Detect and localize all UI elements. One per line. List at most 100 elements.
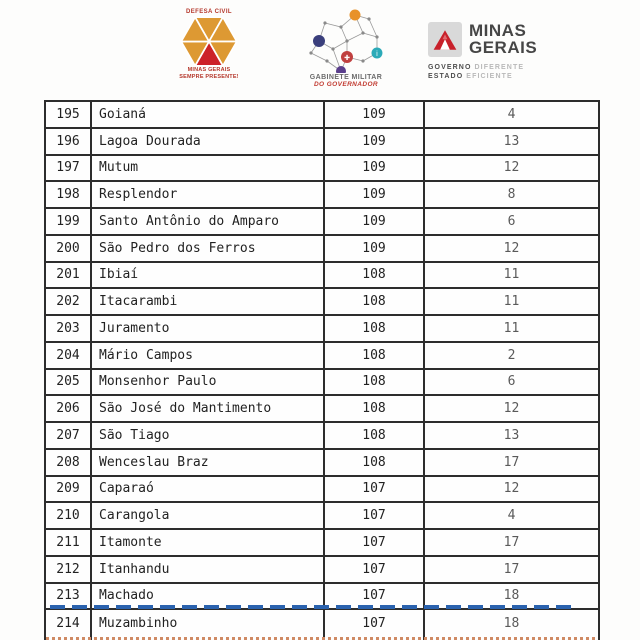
table-row: 200 São Pedro dos Ferros 109 12 xyxy=(46,235,598,263)
municipality-cell: Mário Campos xyxy=(92,342,325,368)
svg-text:✚: ✚ xyxy=(344,54,350,62)
table-row: 201 Ibiaí 108 11 xyxy=(46,262,598,290)
rank-cell: 197 xyxy=(46,155,92,181)
table-row: 199 Santo Antônio do Amparo 109 6 xyxy=(46,209,598,236)
table-row: 202 Itacarambi 108 11 xyxy=(46,289,598,316)
defesa-civil-title: DEFESA CIVIL xyxy=(186,9,232,15)
rank-cell: 202 xyxy=(46,289,92,314)
value1-cell: 107 xyxy=(325,503,425,528)
table-row: 204 Mário Campos 108 2 xyxy=(46,342,598,370)
rank-cell: 208 xyxy=(46,449,92,475)
value1-cell: 108 xyxy=(325,262,425,288)
table-row: 214 Muzambinho 107 18 xyxy=(46,610,598,637)
value1-cell: 108 xyxy=(325,289,425,314)
value2-cell: 12 xyxy=(503,401,520,417)
municipality-cell: Ibiaí xyxy=(92,262,325,288)
table-row: 198 Resplendor 109 8 xyxy=(46,182,598,209)
minas-gerais-name-1: MINAS xyxy=(469,21,527,40)
municipality-cell: Wenceslau Braz xyxy=(92,449,325,475)
value1-cell: 109 xyxy=(325,155,425,181)
value2-cell: 18 xyxy=(503,588,520,604)
minas-gerais-logo: MINAS GERAIS GOVERNO DIFERENTE ESTADO EF… xyxy=(428,22,558,81)
municipality-cell: Lagoa Dourada xyxy=(92,128,325,154)
defesa-civil-hexagon-icon xyxy=(180,16,238,67)
value2-cell: 11 xyxy=(503,267,520,283)
value2-cell: 11 xyxy=(503,320,520,336)
value1-cell: 107 xyxy=(325,530,425,555)
network-icon: ✚ i xyxy=(309,9,383,73)
rank-cell: 196 xyxy=(46,128,92,154)
rank-cell: 203 xyxy=(46,316,92,341)
value2-cell: 17 xyxy=(503,561,520,577)
value2-cell: 2 xyxy=(507,347,516,363)
municipality-cell: Caparaó xyxy=(92,476,325,502)
municipality-cell: São Tiago xyxy=(92,423,325,448)
rank-cell: 205 xyxy=(46,369,92,395)
value2-cell: 18 xyxy=(503,616,520,632)
rank-cell: 198 xyxy=(46,182,92,207)
rank-cell: 212 xyxy=(46,556,92,582)
municipality-cell: Itamonte xyxy=(92,530,325,555)
municipality-cell: Itacarambi xyxy=(92,289,325,314)
value2-cell: 12 xyxy=(503,481,520,497)
municipality-cell: São José do Mantimento xyxy=(92,396,325,421)
value2-cell: 8 xyxy=(507,187,516,203)
rank-cell: 206 xyxy=(46,396,92,421)
table-row: 212 Itanhandu 107 17 xyxy=(46,556,598,584)
value1-cell: 109 xyxy=(325,235,425,261)
municipality-cell: Resplendor xyxy=(92,182,325,207)
defesa-civil-subtitle-1: MINAS GERAIS xyxy=(187,67,231,73)
value1-cell: 109 xyxy=(325,182,425,207)
blue-dashed-divider xyxy=(50,605,574,609)
municipality-cell: Itanhandu xyxy=(92,556,325,582)
value1-cell: 107 xyxy=(325,476,425,502)
table-row: 209 Caparaó 107 12 xyxy=(46,476,598,504)
table-row: 208 Wenceslau Braz 108 17 xyxy=(46,449,598,477)
minas-gerais-slogan-1: GOVERNO DIFERENTE xyxy=(428,64,525,71)
table-row: 207 São Tiago 108 13 xyxy=(46,423,598,450)
table-row: 210 Carangola 107 4 xyxy=(46,503,598,530)
value2-cell: 6 xyxy=(507,213,516,229)
rank-cell: 210 xyxy=(46,503,92,528)
municipality-cell: Machado xyxy=(92,583,325,609)
municipality-cell: Santo Antônio do Amparo xyxy=(92,209,325,234)
rank-cell: 207 xyxy=(46,423,92,448)
municipality-cell: São Pedro dos Ferros xyxy=(92,235,325,261)
table-row: 211 Itamonte 107 17 xyxy=(46,530,598,557)
value2-cell: 13 xyxy=(503,133,520,149)
value1-cell: 107 xyxy=(325,610,425,637)
value2-cell: 17 xyxy=(503,454,520,470)
municipality-table: 195 Goianá 109 4 196 Lagoa Dourada 109 1… xyxy=(44,100,600,640)
minas-gerais-slogan-2: ESTADO EFICIENTE xyxy=(428,73,513,80)
table-row: 196 Lagoa Dourada 109 13 xyxy=(46,128,598,156)
value2-cell: 12 xyxy=(503,160,520,176)
orange-dotted-divider xyxy=(46,637,598,640)
rank-cell: 209 xyxy=(46,476,92,502)
municipality-cell: Carangola xyxy=(92,503,325,528)
municipality-cell: Muzambinho xyxy=(92,610,325,637)
value2-cell: 13 xyxy=(503,427,520,443)
svg-text:i: i xyxy=(376,50,378,58)
value2-cell: 4 xyxy=(507,106,516,122)
rank-cell: 213 xyxy=(46,583,92,609)
value1-cell: 107 xyxy=(325,583,425,609)
municipality-cell: Mutum xyxy=(92,155,325,181)
rank-cell: 204 xyxy=(46,342,92,368)
rank-cell: 200 xyxy=(46,235,92,261)
municipality-cell: Monsenhor Paulo xyxy=(92,369,325,395)
table-row: 197 Mutum 109 12 xyxy=(46,155,598,183)
value1-cell: 108 xyxy=(325,342,425,368)
rank-cell: 211 xyxy=(46,530,92,555)
table-row: 203 Juramento 108 11 xyxy=(46,316,598,343)
value1-cell: 107 xyxy=(325,556,425,582)
value1-cell: 109 xyxy=(325,209,425,234)
value1-cell: 108 xyxy=(325,369,425,395)
defesa-civil-logo: DEFESA CIVIL MINAS GERAIS SEMPRE PRESENT… xyxy=(160,9,258,80)
value1-cell: 109 xyxy=(325,102,425,127)
value1-cell: 109 xyxy=(325,128,425,154)
table-row: 205 Monsenhor Paulo 108 6 xyxy=(46,369,598,397)
rank-cell: 199 xyxy=(46,209,92,234)
municipality-cell: Juramento xyxy=(92,316,325,341)
rank-cell: 195 xyxy=(46,102,92,127)
gabinete-militar-line2: DO GOVERNADOR xyxy=(313,81,379,88)
